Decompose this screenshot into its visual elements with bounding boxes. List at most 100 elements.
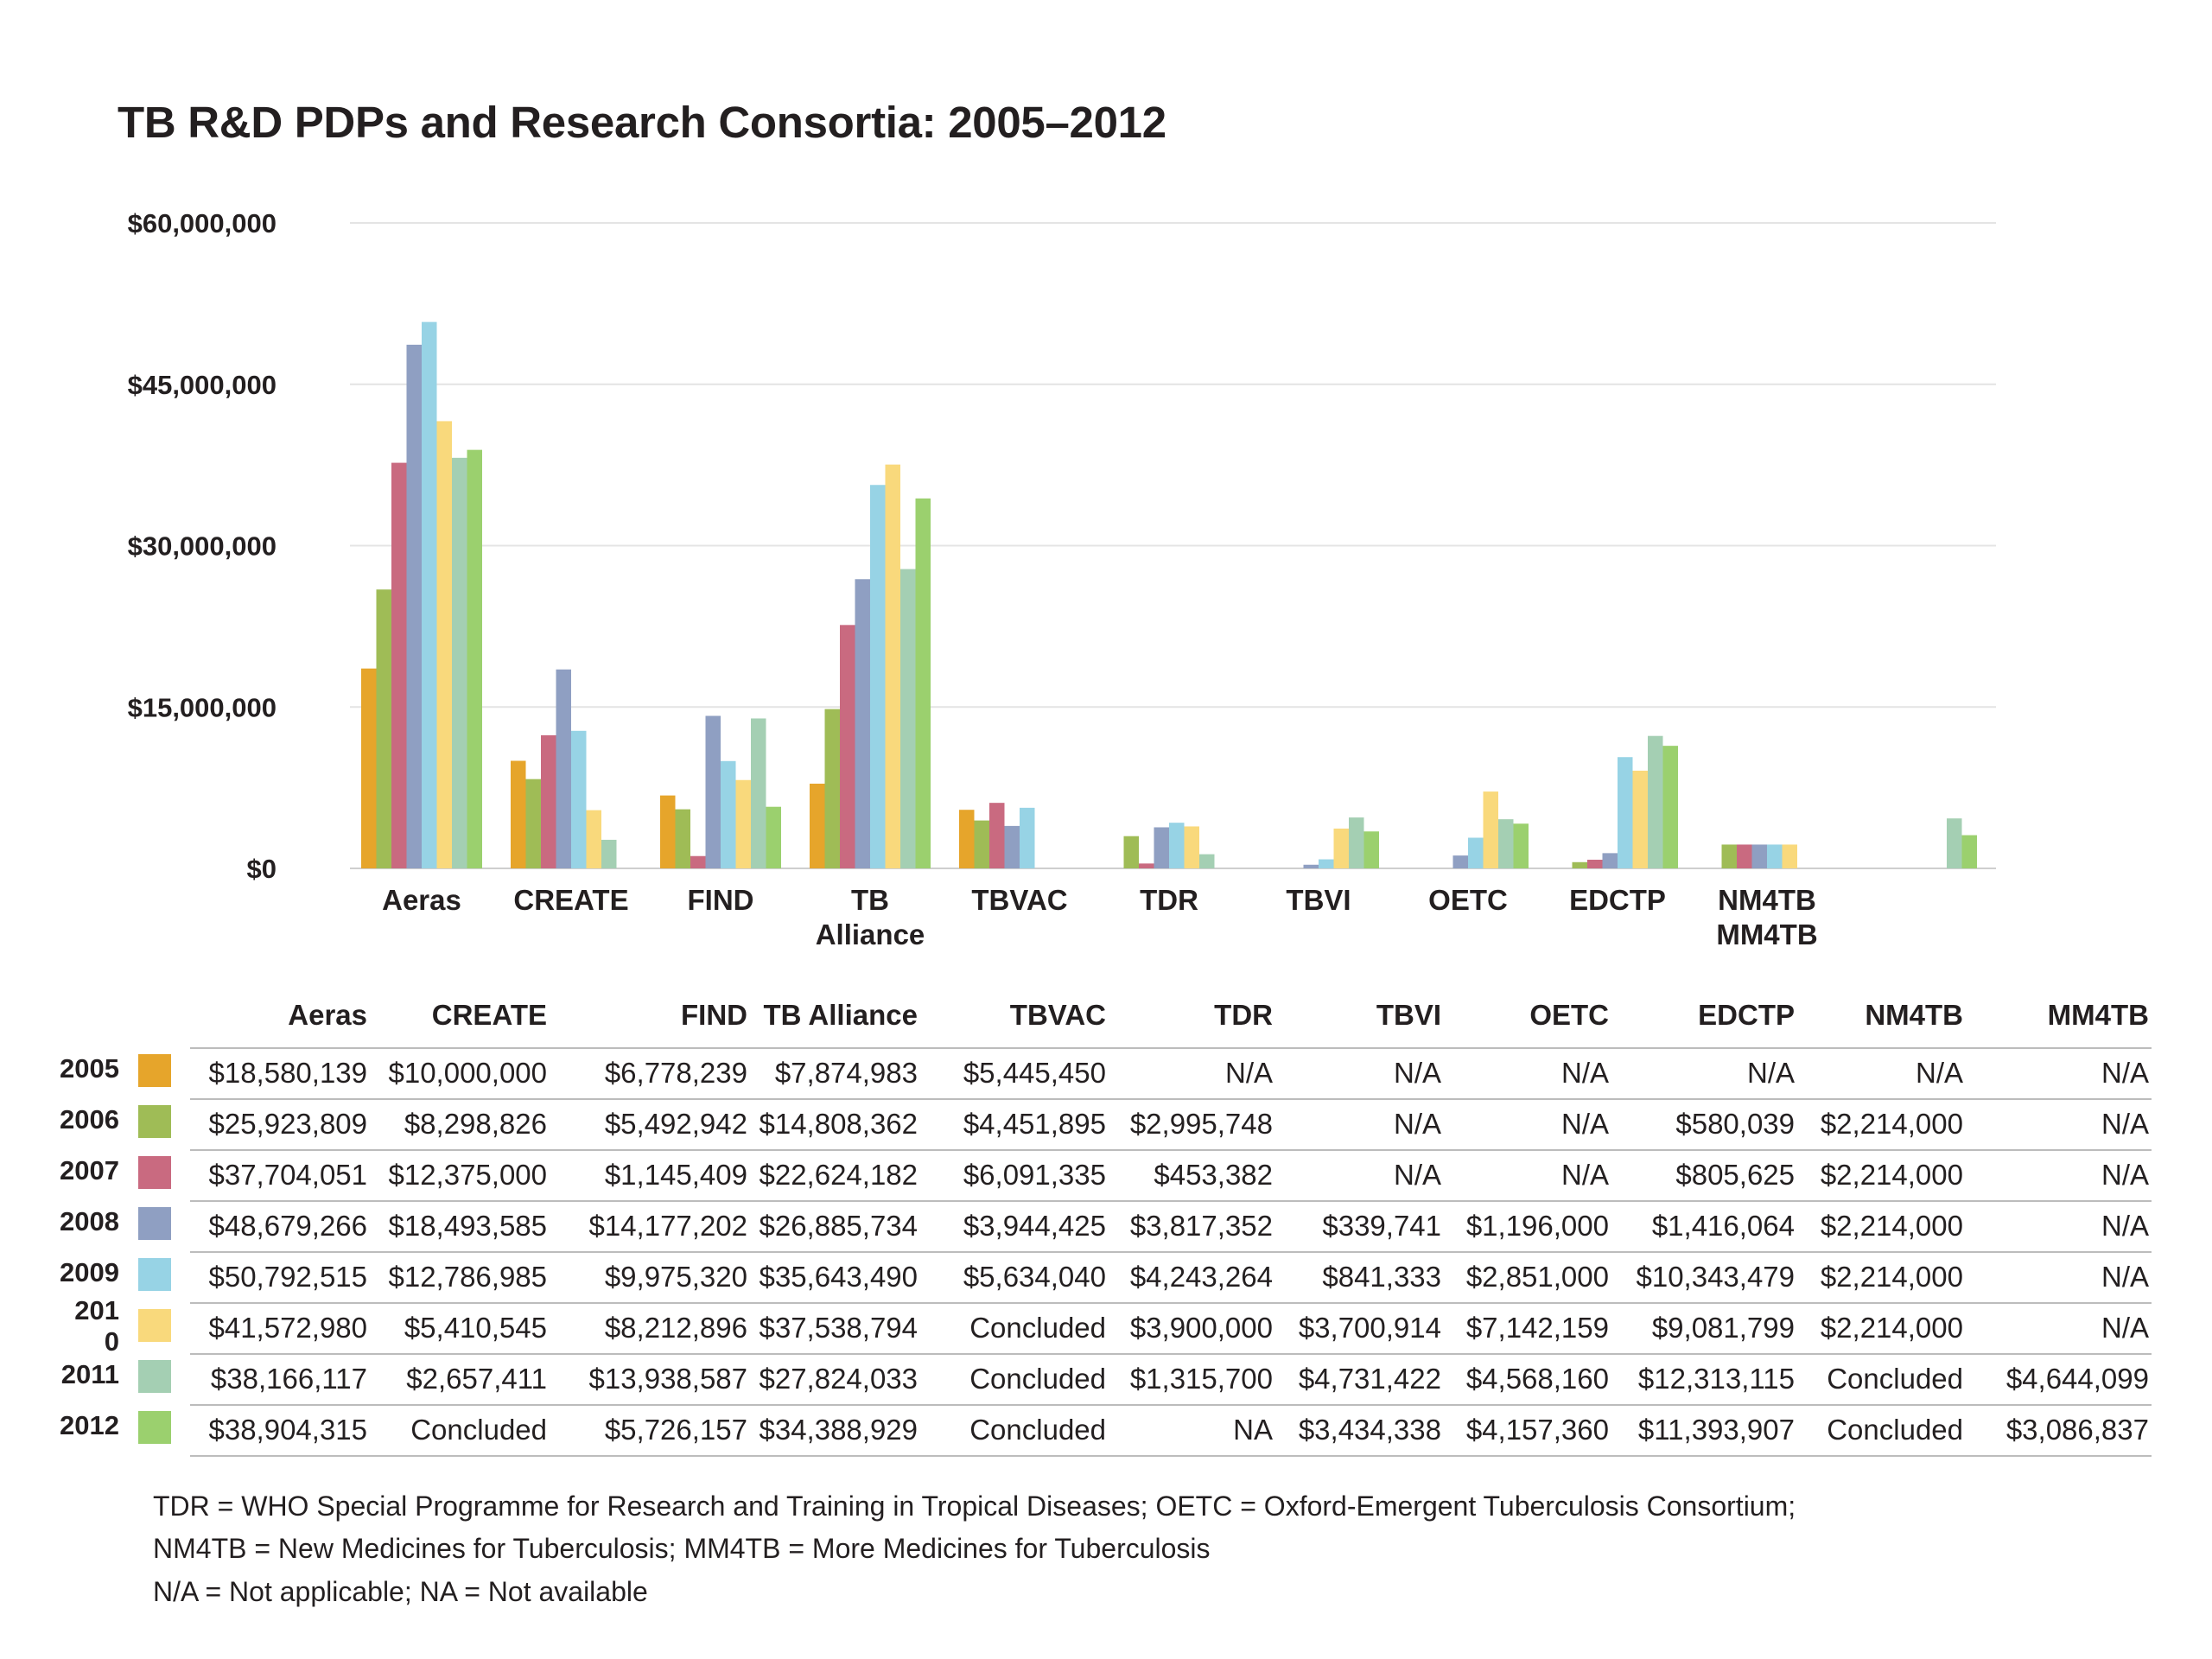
table-cell: $13,938,587: [588, 1362, 747, 1395]
table-cell: $3,817,352: [1129, 1209, 1273, 1242]
table-cell: $339,741: [1322, 1209, 1441, 1242]
table-cell: $8,212,896: [604, 1311, 747, 1344]
bar-tb-alliance-2008: [855, 579, 870, 868]
chart-title: TB R&D PDPs and Research Consortia: 2005…: [118, 98, 1166, 147]
year-label: 2006: [60, 1103, 119, 1135]
year-label: 2007: [60, 1154, 119, 1185]
bar-tb-alliance-2005: [810, 783, 825, 868]
table-cell: N/A: [2101, 1056, 2149, 1089]
table-cell: $11,393,907: [1637, 1413, 1795, 1446]
table-cell: $27,824,033: [759, 1362, 918, 1395]
table-rule: [190, 1200, 2152, 1202]
table-cell: $2,214,000: [1820, 1158, 1963, 1191]
legend-swatch-2010: [138, 1308, 171, 1342]
table-header-cell: FIND: [681, 999, 747, 1031]
table-header-cell: OETC: [1529, 999, 1609, 1031]
x-tick-label: FIND: [688, 884, 754, 916]
table-cell: $26,885,734: [759, 1209, 918, 1242]
table-cell: $35,643,490: [759, 1260, 918, 1293]
bar-tdr-2008: [1154, 827, 1169, 868]
table-cell: $37,704,051: [208, 1158, 367, 1191]
table-header-cell: TBVI: [1376, 999, 1441, 1031]
table-rule: [190, 1098, 2152, 1100]
table-cell: $4,644,099: [2005, 1362, 2149, 1395]
x-axis-tick-labels: Aeras CREATE FIND TB Alliance TBVAC TDR TBVI OET…: [382, 884, 1818, 950]
bar-tbvi-2011: [1349, 817, 1364, 868]
year-label: 2008: [60, 1205, 119, 1236]
table-rule: [190, 1149, 2152, 1151]
bar-edctp-2008: [1602, 853, 1618, 868]
bar-edctp-2011: [1648, 735, 1663, 868]
table-cell: Concluded: [969, 1362, 1106, 1395]
y-tick-label: $45,000,000: [128, 370, 276, 400]
table-cell: $5,410,545: [404, 1311, 547, 1344]
table-cell: $2,657,411: [406, 1362, 547, 1395]
bar-nm4tb-2006: [1721, 844, 1737, 868]
bar-nm4tb-2010: [1782, 844, 1797, 868]
bar-edctp-2006: [1572, 861, 1587, 868]
table-cell: $3,700,914: [1298, 1311, 1441, 1344]
table-rule: [190, 1404, 2152, 1406]
year-label: 2012: [60, 1409, 119, 1440]
footnote-line-2: NM4TB = New Medicines for Tuberculosis; …: [153, 1533, 1211, 1564]
bar-edctp-2009: [1618, 757, 1633, 868]
bar-create-2011: [601, 839, 617, 868]
table-rule: [190, 1251, 2152, 1253]
bar-create-2007: [541, 734, 556, 868]
bar-tbvac-2007: [989, 803, 1005, 868]
x-tick-label: Aeras: [382, 884, 461, 916]
bar-tb-alliance-2011: [900, 569, 916, 868]
bar-mm4tb-2011: [1947, 818, 1962, 868]
bar-create-2009: [571, 730, 587, 868]
table-cell: $22,624,182: [759, 1158, 918, 1191]
table-cell: $7,874,983: [774, 1056, 918, 1089]
bar-aeras-2005: [361, 668, 377, 868]
table-cell: $2,214,000: [1820, 1260, 1963, 1293]
legend-swatch-2005: [138, 1053, 171, 1087]
x-tick-label: NM4TB MM4TB: [1716, 884, 1817, 950]
bar-find-2009: [721, 760, 736, 868]
table-cell: $34,388,929: [759, 1413, 918, 1446]
table-cell: $37,538,794: [759, 1311, 918, 1344]
table-cell: $38,166,117: [210, 1362, 367, 1395]
table-cell: $805,625: [1675, 1158, 1795, 1191]
table-cell: Concluded: [410, 1413, 547, 1446]
year-label: 2009: [60, 1256, 119, 1287]
table-cell: $580,039: [1675, 1107, 1795, 1140]
table-cell: N/A: [2101, 1158, 2149, 1191]
table-rule: [190, 1353, 2152, 1355]
legend-swatch-2009: [138, 1257, 171, 1291]
bar-tb-alliance-2009: [870, 485, 886, 868]
bar-mm4tb-2012: [1961, 835, 1977, 868]
year-label: 2011: [60, 1358, 119, 1389]
table-cell: N/A: [1915, 1056, 1963, 1089]
table-cell: $18,580,139: [208, 1056, 367, 1089]
table-cell: N/A: [2101, 1260, 2149, 1293]
bar-find-2012: [766, 806, 781, 868]
bar-tbvi-2008: [1303, 864, 1319, 868]
table-cell: $10,343,479: [1636, 1260, 1795, 1293]
table-cell: $50,792,515: [208, 1260, 367, 1293]
table-cell: $2,214,000: [1820, 1209, 1963, 1242]
bar-find-2011: [751, 718, 766, 868]
table-cell: Concluded: [1827, 1413, 1963, 1446]
bar-oetc-2011: [1498, 819, 1514, 868]
bar-aeras-2007: [391, 462, 407, 868]
table-cell: $9,081,799: [1651, 1311, 1795, 1344]
table-cell: $38,904,315: [208, 1413, 367, 1446]
table-cell: N/A: [1393, 1158, 1441, 1191]
bar-tb-alliance-2012: [915, 498, 931, 868]
bar-tbvac-2006: [974, 820, 989, 868]
table-header-cell: EDCTP: [1698, 999, 1795, 1031]
bar-find-2010: [735, 779, 751, 868]
bar-aeras-2008: [406, 344, 422, 869]
legend-swatch-2008: [138, 1206, 171, 1240]
table-cell: $4,157,360: [1465, 1413, 1609, 1446]
bar-tdr-2011: [1199, 854, 1215, 868]
bar-tbvi-2010: [1333, 828, 1349, 868]
bar-oetc-2009: [1468, 837, 1484, 868]
table-cell: $14,177,202: [588, 1209, 747, 1242]
table-cell: $3,944,425: [963, 1209, 1106, 1242]
table-cell: $41,572,980: [208, 1311, 367, 1344]
table-cell: $14,808,362: [759, 1107, 918, 1140]
